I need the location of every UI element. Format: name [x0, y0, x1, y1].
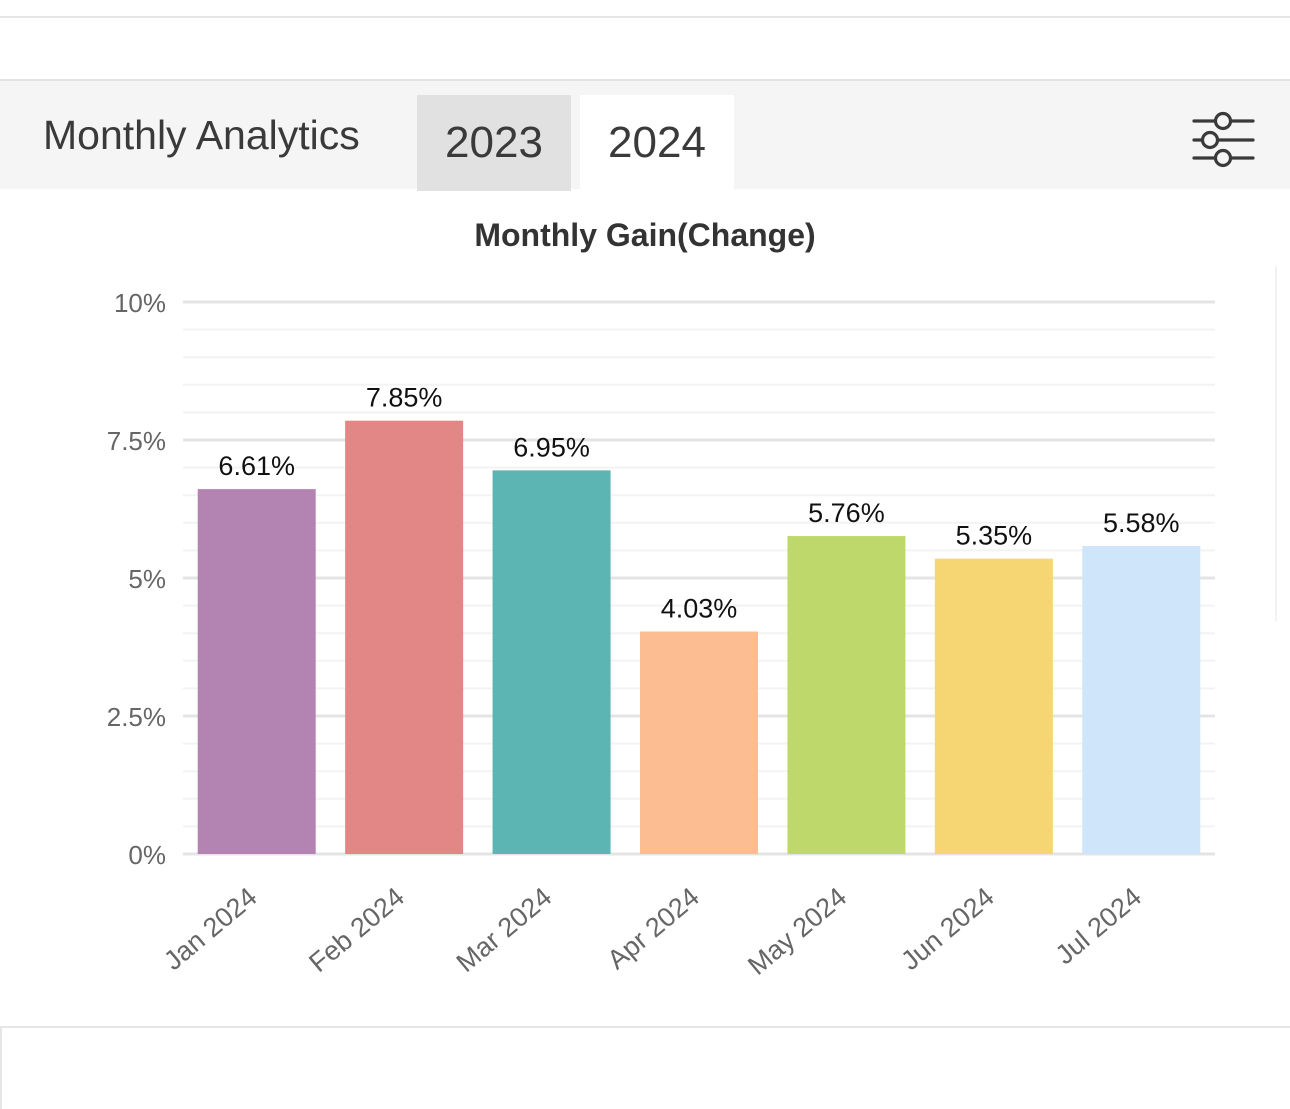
bar	[787, 536, 906, 854]
y-tick-label: 7.5%	[107, 426, 166, 456]
y-tick-label: 5%	[128, 564, 166, 594]
bar-value-label: 5.58%	[1103, 508, 1180, 538]
sliders-icon	[1192, 111, 1255, 168]
x-tick-label: Apr 2024	[602, 882, 705, 975]
bottom-divider	[0, 1026, 1290, 1028]
y-tick-label: 10%	[114, 288, 166, 318]
analytics-header: Monthly Analytics 2023 2024	[0, 79, 1290, 191]
bar-value-label: 4.03%	[661, 594, 738, 624]
x-tick-label: Jun 2024	[895, 882, 999, 976]
x-tick-label: Mar 2024	[451, 882, 558, 978]
bar	[1082, 545, 1201, 854]
bar	[197, 489, 316, 854]
bar-value-label: 7.85%	[366, 383, 443, 413]
bar	[934, 558, 1053, 854]
bar	[492, 470, 611, 854]
top-divider	[0, 16, 1290, 18]
tab-2023[interactable]: 2023	[417, 95, 571, 191]
filter-button[interactable]	[1188, 109, 1258, 171]
x-tick-label: Jan 2024	[158, 882, 262, 976]
x-tick-label: Jul 2024	[1050, 882, 1147, 971]
bar	[345, 420, 464, 854]
y-tick-label: 0%	[128, 840, 166, 870]
x-tick-label: May 2024	[742, 882, 852, 981]
page-title: Monthly Analytics	[43, 112, 360, 158]
tab-2024[interactable]: 2024	[580, 95, 734, 191]
bottom-left-border	[0, 1026, 2, 1109]
y-tick-label: 2.5%	[107, 702, 166, 732]
chart-title: Monthly Gain(Change)	[474, 217, 816, 253]
bar-value-label: 6.95%	[513, 432, 590, 462]
bar-value-label: 5.76%	[808, 498, 885, 528]
bar-value-label: 5.35%	[956, 521, 1033, 551]
panel-edge	[1275, 266, 1277, 621]
bar-value-label: 6.61%	[218, 451, 295, 481]
x-tick-label: Feb 2024	[303, 882, 410, 978]
bar	[640, 631, 758, 854]
